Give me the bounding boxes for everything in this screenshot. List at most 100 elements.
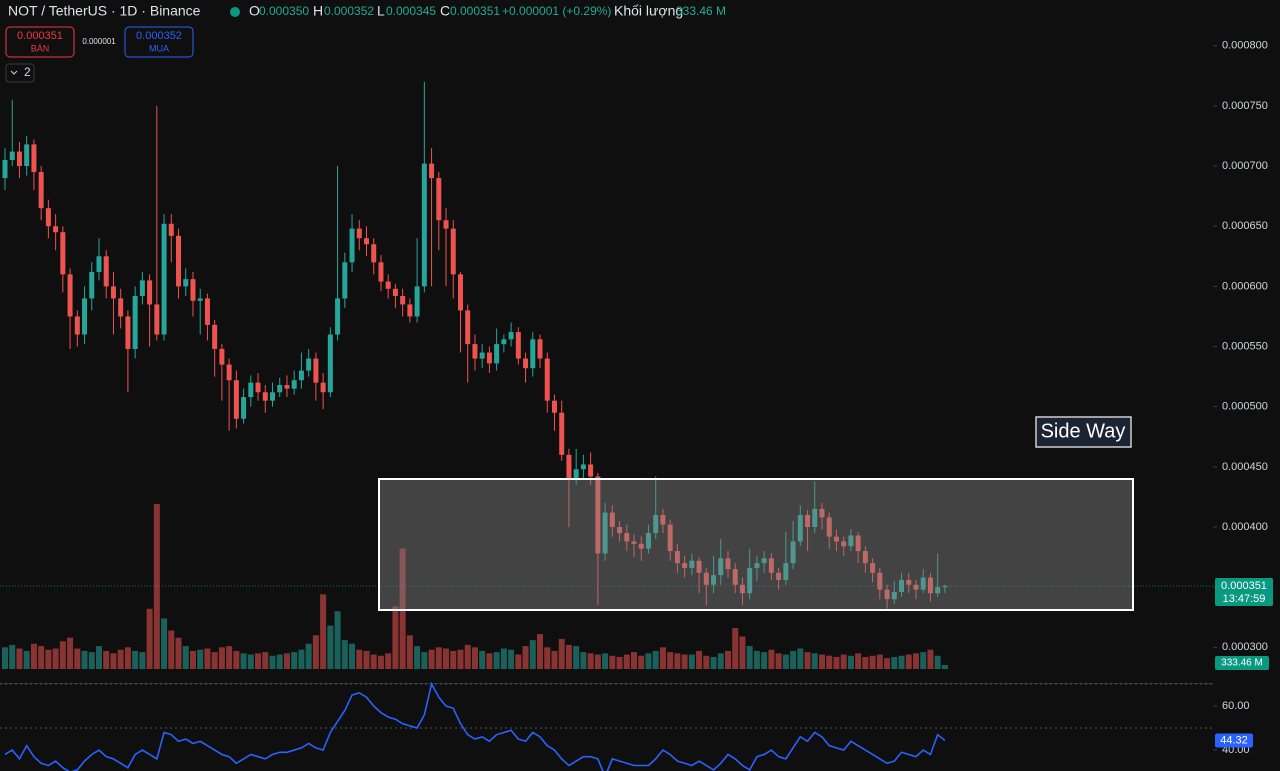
volume-bar	[790, 650, 797, 669]
annotation-text: Side Way	[1041, 420, 1126, 442]
sideway-zone[interactable]	[378, 478, 1134, 611]
candle-body	[31, 144, 37, 173]
volume-bar	[16, 648, 23, 669]
last-price: 0.000351	[1221, 580, 1267, 592]
volume-bar	[782, 654, 789, 669]
sell-price: 0.000351	[17, 30, 63, 42]
y-tick-label: 0.000600	[1222, 280, 1268, 292]
candle-body	[523, 358, 529, 369]
volume-bar	[508, 649, 515, 669]
candle-body	[248, 382, 254, 398]
volume-bar	[385, 653, 392, 669]
candle-body	[631, 541, 637, 544]
y-tick-label: 0.000800	[1222, 40, 1268, 52]
volume-bar	[688, 654, 695, 669]
volume-bar	[117, 649, 124, 669]
candle-body	[645, 533, 651, 549]
buy-button[interactable]	[124, 26, 194, 58]
volume-bar	[233, 650, 240, 669]
candle-body	[313, 358, 319, 383]
volume-bar	[139, 652, 146, 669]
candle-body	[739, 584, 745, 594]
volume-bar	[537, 634, 544, 669]
candle-body	[913, 584, 919, 590]
volume-bar	[551, 650, 558, 669]
volume-bar	[363, 650, 370, 669]
candle-body	[826, 517, 832, 537]
candle-body	[920, 577, 926, 590]
volume-bar	[255, 653, 262, 669]
open-label: O	[249, 3, 260, 19]
volume-bar	[587, 653, 594, 669]
volume-bar	[826, 655, 833, 669]
volume-bar	[565, 644, 572, 669]
candle-body	[761, 558, 767, 564]
sell-button[interactable]	[5, 26, 75, 58]
candle-body	[364, 238, 369, 245]
candle-body	[472, 344, 478, 359]
candle-body	[118, 298, 124, 317]
volume-bar	[95, 646, 102, 669]
volume-bar	[804, 652, 811, 669]
volume-bar	[59, 641, 66, 669]
volume-bar	[334, 611, 341, 669]
buy-price: 0.000352	[136, 30, 182, 42]
volume-bar	[38, 646, 45, 669]
price-pane	[0, 81, 1213, 609]
candle-body	[277, 385, 283, 393]
volume-bar	[840, 654, 847, 669]
volume-bar	[269, 655, 276, 669]
candle-body	[306, 358, 312, 371]
candle-body	[212, 324, 218, 349]
y-tick-label: 0.000300	[1222, 641, 1268, 653]
volume-bar	[732, 628, 739, 669]
candle-body	[219, 348, 225, 365]
candle-body	[291, 380, 297, 389]
candle-body	[161, 223, 167, 335]
candle-body	[703, 572, 709, 585]
volume-bar	[428, 649, 435, 669]
candle-body	[689, 560, 695, 568]
volume-bar	[124, 647, 131, 669]
volume-bar	[623, 654, 630, 669]
volume-bar	[327, 625, 334, 669]
volume-bar	[797, 648, 804, 669]
candle-body	[790, 541, 796, 564]
volume-bar	[2, 647, 8, 669]
volume-bar	[414, 646, 421, 669]
change-value: +0.000001 (+0.29%)	[502, 4, 611, 18]
volume-label: Khối lượng	[614, 3, 683, 19]
volume-bar	[9, 644, 16, 669]
candle-body	[371, 244, 377, 263]
volume-bar	[312, 635, 319, 669]
indicator-toggle[interactable]	[5, 63, 35, 83]
volume-bar	[645, 653, 652, 669]
candle-body	[400, 295, 406, 305]
volume-bar	[934, 655, 941, 669]
volume-bar	[406, 635, 413, 669]
volume-bar	[602, 653, 609, 669]
volume-bar	[377, 655, 384, 669]
candle-body	[855, 535, 861, 552]
candle-body	[262, 392, 268, 401]
annotation-box[interactable]	[1035, 416, 1132, 448]
volume-pane	[2, 504, 948, 669]
candle-body	[486, 352, 492, 364]
volume-bar	[544, 647, 551, 669]
candle-body	[335, 298, 341, 335]
candle-body	[566, 454, 572, 479]
volume-bar	[262, 652, 269, 669]
volume-bar	[912, 653, 919, 669]
volume-bar	[652, 650, 659, 669]
candle-body	[718, 558, 724, 576]
open-value: 0.000350	[259, 4, 309, 18]
candle-body	[530, 339, 536, 369]
high-value: 0.000352	[324, 4, 374, 18]
volume-bar	[631, 652, 638, 669]
volume-bar	[182, 646, 189, 669]
volume-bar	[811, 653, 818, 669]
volume-bar	[204, 648, 211, 669]
candle-body	[24, 144, 30, 167]
volume-bar	[211, 652, 218, 669]
